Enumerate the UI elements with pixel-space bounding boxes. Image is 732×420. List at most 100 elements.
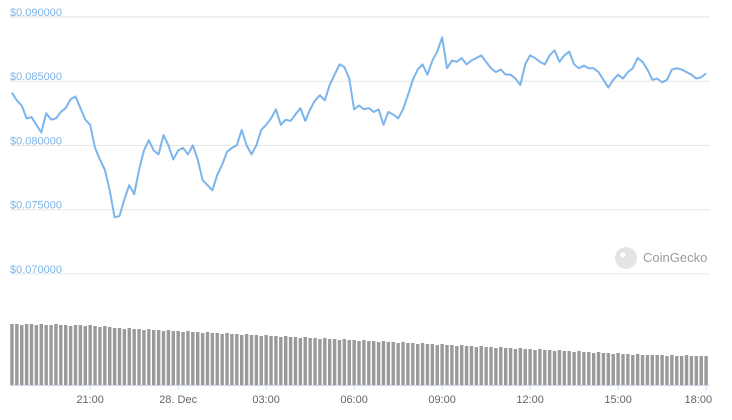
volume-bar [596, 352, 601, 385]
volume-bar [631, 355, 635, 385]
volume-bar [494, 348, 498, 385]
volume-bar [513, 349, 518, 385]
volume-bar [543, 350, 547, 385]
volume-bar [367, 341, 371, 385]
volume-bar [54, 324, 58, 385]
volume-bar [528, 349, 532, 385]
volume-bar [64, 325, 68, 385]
volume-bar [44, 325, 48, 385]
volume-bar [567, 351, 571, 385]
volume-bar [503, 348, 508, 385]
price-line [11, 36, 707, 219]
x-tick-label: 15:00 [604, 394, 632, 406]
volume-bar [274, 336, 278, 385]
watermark-icon [615, 247, 637, 269]
volume-bar [401, 342, 405, 385]
volume-bar [195, 332, 200, 385]
volume-bar [508, 348, 513, 385]
volume-bar [327, 339, 332, 385]
volume-bar [78, 325, 83, 385]
volume-bar [137, 329, 141, 385]
volume-bar [225, 333, 229, 385]
volume-bar [29, 324, 34, 385]
volume-bar [112, 328, 117, 385]
volume-bar [59, 325, 63, 385]
volume-bar [20, 325, 24, 385]
volume-bar [103, 326, 107, 385]
volume-bar [415, 344, 420, 385]
volume-bar [455, 346, 459, 385]
volume-bar [557, 350, 562, 385]
volume-bar [376, 342, 381, 385]
volume-bar [464, 346, 469, 385]
volume-bar [562, 351, 567, 385]
volume-bar [215, 333, 219, 385]
volume-bar [347, 340, 351, 385]
volume-bar [670, 355, 674, 385]
volume-bar [15, 324, 19, 385]
volume-bar [704, 356, 708, 385]
volume-bar [435, 345, 439, 385]
volume-bar [538, 349, 542, 385]
volume-bar [210, 333, 215, 385]
volume-bar [264, 335, 268, 385]
volume-bar [200, 333, 205, 385]
volume-bar [406, 343, 410, 385]
volume-bar [186, 331, 190, 385]
volume-bar [308, 338, 312, 385]
volume-bar [323, 338, 327, 385]
volume-bar [156, 330, 161, 385]
volume-bar [396, 343, 400, 385]
y-tick-label: $0.080000 [10, 135, 62, 147]
volume-bar [220, 334, 224, 385]
volume-bar [474, 347, 479, 385]
volume-bar [582, 352, 586, 385]
volume-bar [176, 331, 180, 385]
volume-bar [88, 325, 92, 385]
volume-bar [386, 342, 391, 385]
watermark-text: CoinGecko [643, 250, 707, 265]
volume-bar [352, 340, 356, 385]
volume-bar [611, 354, 615, 385]
y-tick-label: $0.075000 [10, 200, 62, 212]
volume-bar [127, 328, 131, 385]
volume-bar [484, 347, 488, 385]
x-tick-label: 06:00 [340, 394, 368, 406]
volume-bar [83, 326, 87, 385]
watermark-icon-eye [620, 252, 626, 258]
volume-bar [450, 345, 454, 385]
volume-bar [425, 344, 430, 385]
volume-bar [679, 356, 684, 385]
volume-bar [650, 355, 655, 385]
volume-bar [181, 332, 185, 385]
volume-bar [49, 325, 53, 385]
volume-bar [547, 350, 552, 385]
volume-bar [675, 356, 679, 385]
volume-bar [142, 330, 146, 385]
volume-bar [152, 330, 156, 385]
volume-bar [68, 326, 73, 385]
volume-bar [694, 356, 699, 385]
volume-bar [362, 340, 366, 385]
volume-bar [122, 329, 127, 385]
volume-bar [587, 352, 591, 385]
volume-bar [523, 349, 527, 385]
y-tick-label: $0.070000 [10, 264, 62, 276]
volume-bar [191, 332, 195, 385]
volume-bar [577, 351, 581, 385]
volume-bar [459, 345, 464, 385]
volume-bar [533, 350, 537, 385]
volume-bar [479, 346, 483, 385]
volume-bar [518, 348, 523, 385]
volume-bar [10, 324, 14, 385]
volume-bar [244, 334, 249, 385]
volume-bar [34, 325, 39, 385]
volume-bar [166, 330, 171, 385]
volume-bar [318, 339, 322, 385]
volume-bar [489, 347, 493, 385]
volume-bar [645, 355, 650, 385]
volume-bar [640, 355, 645, 385]
volume-bar [298, 338, 303, 385]
volume-bar [313, 338, 317, 385]
volume-bar [635, 354, 640, 385]
